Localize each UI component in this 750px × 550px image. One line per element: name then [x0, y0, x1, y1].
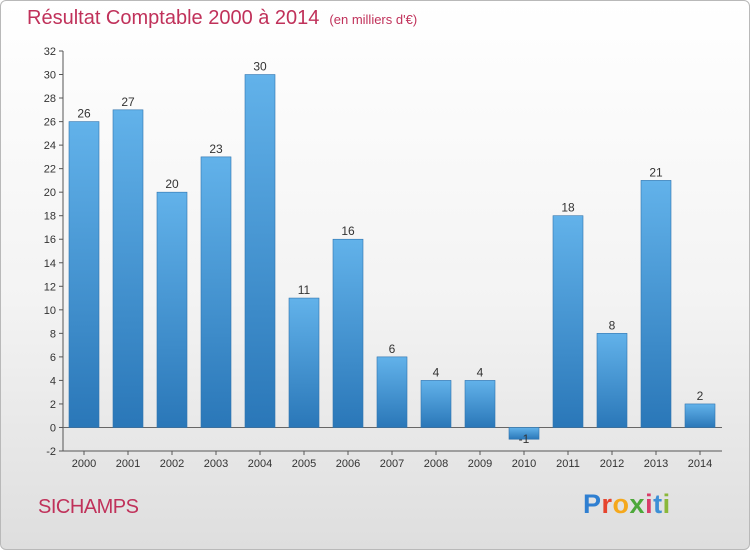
data-label: 18: [561, 201, 575, 215]
data-label: 27: [121, 95, 135, 109]
y-tick-label: 0: [50, 422, 56, 434]
logo-letter: r: [601, 489, 613, 519]
y-tick-label: 24: [44, 140, 56, 152]
bar: [288, 297, 320, 428]
x-tick-label: 2012: [600, 458, 624, 470]
logo-letter: P: [583, 489, 602, 519]
chart-title-block: Résultat Comptable 2000 à 2014 (en millie…: [27, 7, 417, 30]
y-tick-label: 8: [50, 328, 56, 340]
x-tick-label: 2002: [160, 458, 184, 470]
y-tick-label: 30: [44, 70, 56, 82]
bar: [332, 238, 364, 428]
data-label: 2: [697, 389, 704, 403]
x-tick-label: 2003: [204, 458, 228, 470]
y-tick-label: 14: [44, 258, 56, 270]
y-tick-label: 10: [44, 305, 56, 317]
y-tick-label: -2: [46, 446, 56, 458]
y-tick-label: 20: [44, 187, 56, 199]
bar: [464, 380, 496, 428]
y-tick-label: 4: [50, 375, 56, 387]
x-tick-label: 2001: [116, 458, 140, 470]
logo-letter: o: [612, 489, 630, 519]
y-tick-label: 32: [44, 46, 56, 58]
logo-letter: i: [645, 489, 654, 519]
bar: [200, 156, 232, 428]
y-tick-label: 12: [44, 281, 56, 293]
bar: [640, 180, 672, 428]
data-label: 8: [609, 318, 616, 332]
x-tick-label: 2008: [424, 458, 448, 470]
data-label: 16: [341, 224, 355, 238]
bar: [376, 356, 408, 428]
data-label: 6: [389, 342, 396, 356]
data-label: 4: [477, 365, 484, 379]
y-tick-label: 6: [50, 352, 56, 364]
x-tick-label: 2014: [688, 458, 712, 470]
x-tick-label: 2004: [248, 458, 272, 470]
commune-name: SICHAMPS: [38, 496, 139, 518]
data-label: 23: [209, 142, 223, 156]
x-tick-label: 2011: [556, 458, 580, 470]
data-label: 4: [433, 365, 440, 379]
x-tick-label: 2006: [336, 458, 360, 470]
y-tick-label: 16: [44, 234, 56, 246]
bar: [244, 74, 276, 428]
x-tick-label: 2005: [292, 458, 316, 470]
data-label: 26: [77, 107, 91, 121]
x-tick-label: 2010: [512, 458, 536, 470]
data-label: -1: [519, 432, 530, 446]
data-label: 11: [298, 283, 311, 297]
y-tick-label: 26: [44, 117, 56, 129]
chart-subtitle: (en milliers d'€): [329, 12, 418, 27]
y-tick-label: 28: [44, 93, 56, 105]
logo-letter: x: [629, 489, 646, 519]
data-label: 21: [649, 165, 663, 179]
x-tick-label: 2009: [468, 458, 492, 470]
data-label: 30: [253, 60, 267, 74]
y-tick-label: 2: [50, 399, 56, 411]
x-tick-label: 2000: [72, 458, 96, 470]
bar: [420, 380, 452, 428]
logo-letter: i: [662, 489, 671, 519]
bar: [156, 191, 188, 428]
logo-letter: t: [653, 489, 663, 519]
bar: [112, 109, 144, 428]
bar: [684, 403, 716, 428]
x-tick-label: 2007: [380, 458, 404, 470]
bar: [552, 215, 584, 428]
y-tick-label: 22: [44, 164, 56, 176]
chart-title: Résultat Comptable 2000 à 2014: [27, 7, 320, 29]
bar: [68, 121, 100, 428]
x-tick-label: 2013: [644, 458, 668, 470]
proxiti-logo: Proxiti: [583, 489, 671, 520]
bar: [508, 427, 540, 440]
bar: [596, 333, 628, 428]
y-tick-label: 18: [44, 211, 56, 223]
data-label: 20: [165, 177, 179, 191]
